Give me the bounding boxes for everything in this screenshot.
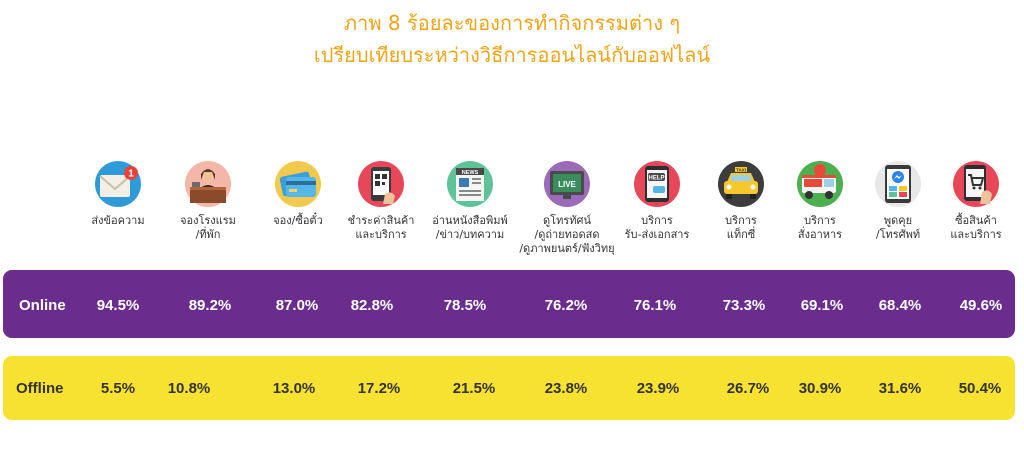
svg-text:TAXI: TAXI (736, 168, 746, 173)
category-label: จอง/ซื้อตั๋ว (273, 214, 323, 227)
online-value: 49.6% (959, 297, 1003, 314)
food-truck-icon (797, 161, 843, 207)
help-chat-icon: HELP (634, 161, 680, 207)
svg-text:HELP: HELP (648, 176, 664, 182)
online-row: Online 94.5% 89.2% 87.0% 82.8% 78.5% 76.2% 76.… (3, 270, 1015, 338)
category-column: TAXI บริการ แท็กซี่ (691, 160, 791, 242)
category-label: อ่านหนังสือพิมพ์ /ข่าว/บทความ (432, 214, 508, 241)
offline-value: 26.7% (726, 380, 770, 397)
category-label: พูดคุย /โทรศัพท์ (875, 214, 921, 241)
category-label: บริการ แท็กซี่ (725, 214, 757, 241)
offline-value: 5.5% (100, 380, 136, 397)
offline-value: 10.8% (167, 380, 211, 397)
svg-text:NEWS: NEWS (462, 170, 479, 176)
svg-text:LIVE: LIVE (558, 180, 576, 189)
online-value: 76.1% (633, 297, 677, 314)
chart-title-line1: ภาพ 8 ร้อยละของการทำกิจกรรมต่าง ๆ (343, 11, 681, 35)
live-tv-icon: LIVE (544, 161, 590, 207)
category-label: ชำระค่าสินค้า และบริการ (347, 214, 415, 241)
credit-card-icon (275, 161, 321, 207)
offline-value: 31.6% (878, 380, 922, 397)
category-column: บริการ สั่งอาหาร (770, 160, 870, 242)
online-value: 82.8% (350, 297, 394, 314)
category-label: ซื้อสินค้า และบริการ (950, 214, 1002, 241)
offline-row: Offline 5.5% 10.8% 13.0% 17.2% 21.5% 23.8% 23.… (3, 356, 1015, 420)
category-column: 1 ส่งข้อความ (68, 160, 168, 228)
newspaper-icon: NEWS (447, 161, 493, 207)
category-label: ดูโทรทัศน์ /ดูถ่ายทอดสด /ดูภาพยนตร์/ฟังว… (519, 214, 615, 255)
taxi-icon: TAXI (718, 161, 764, 207)
category-column: จอง/ซื้อตั๋ว (248, 160, 348, 228)
envelope-icon: 1 (95, 161, 141, 207)
offline-value: 30.9% (798, 380, 842, 397)
offline-value: 50.4% (958, 380, 1002, 397)
category-column: ซื้อสินค้า และบริการ (926, 160, 1024, 242)
online-value: 69.1% (800, 297, 844, 314)
chart-title-line2: เปรียบเทียบระหว่างวิธีการออนไลน์กับออฟไล… (313, 43, 711, 67)
online-value: 78.5% (443, 297, 487, 314)
online-value: 76.2% (544, 297, 588, 314)
category-column: พูดคุย /โทรศัพท์ (848, 160, 948, 242)
offline-value: 21.5% (452, 380, 496, 397)
online-value: 94.5% (96, 297, 140, 314)
qr-payment-icon (358, 161, 404, 207)
category-label: บริการ สั่งอาหาร (797, 214, 843, 241)
online-value: 68.4% (878, 297, 922, 314)
hotel-reception-icon (185, 161, 231, 207)
category-label: ส่งข้อความ (91, 214, 145, 227)
category-column: NEWS อ่านหนังสือพิมพ์ /ข่าว/บทความ (420, 160, 520, 242)
category-label: บริการ รับ-ส่งเอกสาร (624, 214, 690, 241)
category-label: จองโรงแรม /ที่พัก (180, 214, 236, 241)
category-column: ชำระค่าสินค้า และบริการ (331, 160, 431, 242)
online-value: 73.3% (722, 297, 766, 314)
category-column: LIVE ดูโทรทัศน์ /ดูถ่ายทอดสด /ดูภาพยนตร์… (517, 160, 617, 256)
offline-value: 17.2% (357, 380, 401, 397)
shopping-cart-icon (953, 161, 999, 207)
category-column: HELP บริการ รับ-ส่งเอกสาร (607, 160, 707, 242)
offline-value: 13.0% (272, 380, 316, 397)
svg-text:1: 1 (128, 169, 134, 180)
online-value: 87.0% (275, 297, 319, 314)
category-column: จองโรงแรม /ที่พัก (158, 160, 258, 242)
offline-value: 23.8% (544, 380, 588, 397)
messenger-icon (875, 161, 921, 207)
offline-value: 23.9% (636, 380, 680, 397)
online-value: 89.2% (188, 297, 232, 314)
online-row-label: Online (19, 297, 66, 314)
offline-row-label: Offline (16, 380, 64, 397)
